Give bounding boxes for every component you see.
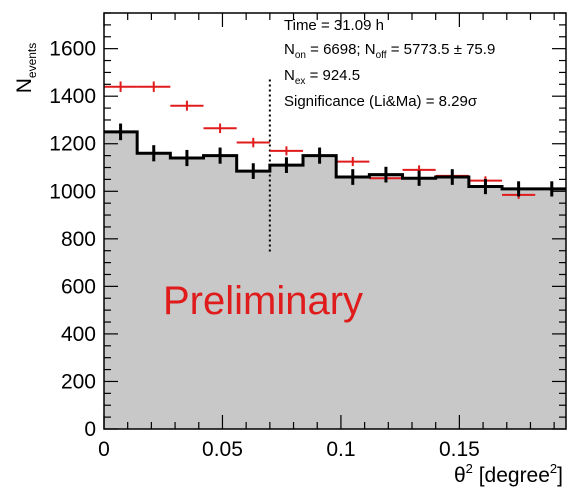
info-nex-sub: ex — [295, 76, 306, 87]
on-histogram-step — [104, 130, 566, 191]
info-non-noff: Non = 6698; Noff = 5773.5 ± 75.9 — [284, 41, 495, 61]
on-series — [104, 123, 566, 197]
y-axis-title: Nevents — [13, 43, 39, 94]
axis-ticks — [103, 12, 566, 430]
x-tick-label: 0.15 — [439, 438, 480, 461]
off-point — [203, 123, 237, 134]
info-time: Time = 31.09 h — [284, 17, 384, 34]
x-axis-title: θ2 [degree2] — [454, 461, 563, 487]
info-noff-value: = 5773.5 ± 75.9 — [387, 41, 496, 58]
info-non-sub: on — [295, 50, 306, 61]
y-tick-labels: 0 200 400 600 800 1000 1200 1400 1600 — [49, 38, 96, 441]
preliminary-watermark: Preliminary — [163, 279, 363, 323]
x-tick-labels: 0 0.05 0.1 0.15 — [98, 438, 480, 461]
off-point — [104, 81, 138, 92]
x-axis-title-symbol: θ — [454, 464, 466, 487]
info-non-value: = 6698; N — [306, 41, 376, 58]
x-axis-title-unit-sup: 2 — [550, 461, 557, 476]
x-axis-title-unit-close: ] — [557, 464, 563, 487]
plot-frame — [103, 12, 567, 430]
y-tick-label: 400 — [61, 323, 96, 346]
y-axis-title-sub: events — [25, 43, 39, 78]
info-nex-main: N — [284, 67, 295, 84]
off-point — [137, 81, 171, 92]
x-axis-title-unit-open: [degree — [473, 464, 550, 487]
info-nex: Nex = 924.5 — [284, 67, 360, 87]
x-axis-title-sup: 2 — [466, 461, 473, 476]
off-point — [336, 157, 370, 167]
y-axis-title-main: N — [13, 78, 36, 93]
info-significance: Significance (Li&Ma) = 8.29σ — [284, 93, 478, 110]
off-point — [170, 100, 204, 111]
y-tick-label: 1200 — [49, 133, 96, 156]
y-tick-label: 600 — [61, 275, 96, 298]
x-tick-label: 0.1 — [326, 438, 355, 461]
info-noff-sub: off — [376, 50, 387, 61]
info-nex-value: = 924.5 — [305, 67, 360, 84]
y-tick-label: 0 — [84, 418, 96, 441]
y-tick-label: 1000 — [49, 180, 96, 203]
y-tick-label: 800 — [61, 228, 96, 251]
off-point — [269, 146, 304, 156]
y-tick-label: 1600 — [49, 38, 96, 61]
off-point — [236, 137, 270, 148]
info-non-main: N — [284, 41, 295, 58]
on-histogram-fill — [104, 131, 566, 429]
y-tick-label: 200 — [61, 370, 96, 393]
x-tick-label: 0 — [98, 438, 110, 461]
x-tick-label: 0.05 — [202, 438, 243, 461]
y-tick-label: 1400 — [49, 85, 96, 108]
